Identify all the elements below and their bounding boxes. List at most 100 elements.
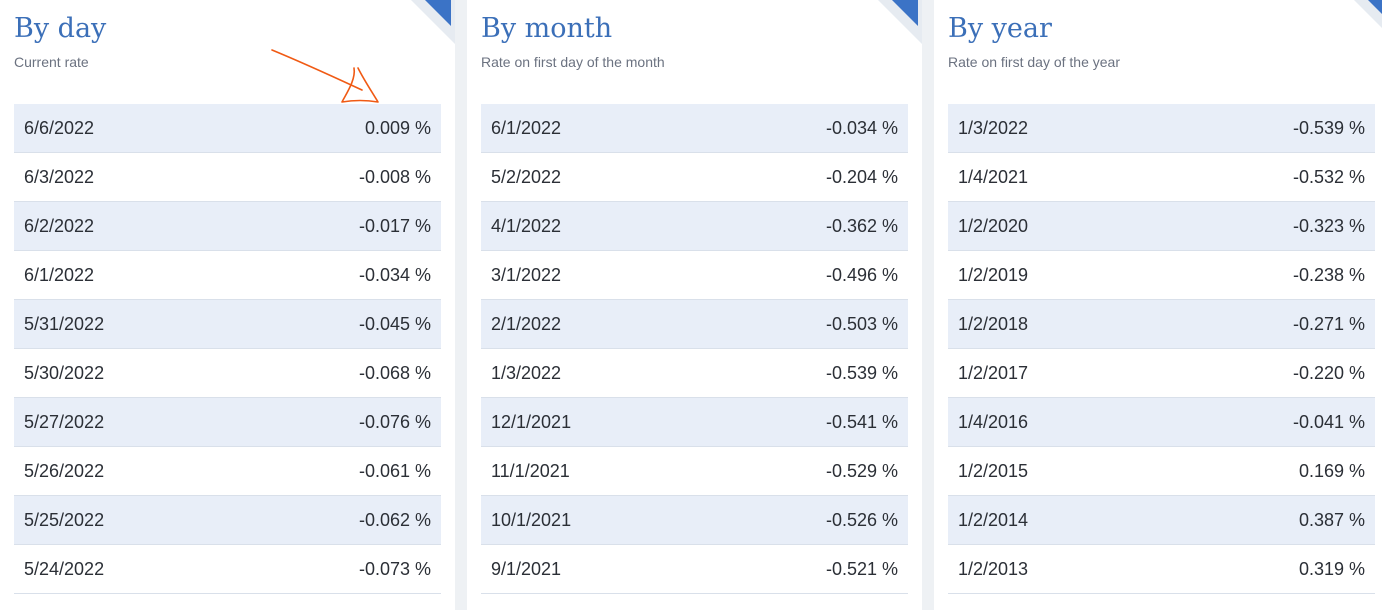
panel-by-month: By month Rate on first day of the month …: [467, 0, 922, 610]
table-row: 1/2/2015 0.169 %: [948, 447, 1375, 496]
table-row: 3/1/2022 -0.496 %: [481, 251, 908, 300]
row-rate: -0.496 %: [825, 264, 898, 285]
rate-table: 6/1/2022 -0.034 % 5/2/2022 -0.204 % 4/1/20…: [481, 104, 908, 594]
row-rate: -0.076 %: [358, 411, 431, 432]
corner-triangle-icon: [878, 0, 922, 44]
row-date: 5/2/2022: [491, 166, 562, 187]
row-rate: -0.238 %: [1292, 264, 1365, 285]
row-rate: -0.521 %: [825, 558, 898, 579]
table-row: 1/2/2020 -0.323 %: [948, 202, 1375, 251]
row-rate: -0.220 %: [1292, 362, 1365, 383]
row-date: 6/6/2022: [24, 117, 95, 138]
panel-by-year: By year Rate on first day of the year 1/…: [934, 0, 1382, 610]
row-date: 1/2/2018: [958, 313, 1029, 334]
row-date: 4/1/2022: [491, 215, 562, 236]
table-row: 5/24/2022 -0.073 %: [14, 545, 441, 594]
panel-by-day: By day Current rate 6/6/2022 0.009 % 6/3/…: [0, 0, 455, 610]
table-row: 1/4/2021 -0.532 %: [948, 153, 1375, 202]
panel-title: By year: [948, 13, 1052, 44]
panel-subtitle: Rate on first day of the year: [948, 54, 1120, 70]
row-date: 11/1/2021: [491, 460, 570, 481]
row-rate: -0.061 %: [358, 460, 431, 481]
row-rate: -0.529 %: [825, 460, 898, 481]
row-date: 5/27/2022: [24, 411, 105, 432]
row-date: 1/2/2019: [958, 264, 1029, 285]
row-date: 2/1/2022: [491, 313, 562, 334]
row-rate: -0.204 %: [825, 166, 898, 187]
table-row: 1/2/2013 0.319 %: [948, 545, 1375, 594]
table-row: 9/1/2021 -0.521 %: [481, 545, 908, 594]
row-rate: -0.541 %: [825, 411, 898, 432]
row-date: 5/24/2022: [24, 558, 105, 579]
panel-subtitle: Current rate: [14, 54, 89, 70]
table-row: 5/2/2022 -0.204 %: [481, 153, 908, 202]
row-rate: -0.045 %: [358, 313, 431, 334]
row-rate: -0.041 %: [1292, 411, 1365, 432]
row-date: 1/2/2013: [958, 558, 1029, 579]
row-rate: 0.387 %: [1298, 509, 1365, 530]
row-date: 1/2/2020: [958, 215, 1029, 236]
hand-drawn-arrow-icon: [271, 49, 379, 103]
table-row: 1/4/2016 -0.041 %: [948, 398, 1375, 447]
row-date: 6/1/2022: [491, 117, 562, 138]
table-row: 10/1/2021 -0.526 %: [481, 496, 908, 545]
row-rate: -0.323 %: [1292, 215, 1365, 236]
row-date: 6/2/2022: [24, 215, 95, 236]
row-rate: -0.073 %: [358, 558, 431, 579]
table-row: 1/3/2022 -0.539 %: [481, 349, 908, 398]
row-rate: -0.532 %: [1292, 166, 1365, 187]
table-row: 5/30/2022 -0.068 %: [14, 349, 441, 398]
table-row: 6/2/2022 -0.017 %: [14, 202, 441, 251]
row-date: 3/1/2022: [491, 264, 562, 285]
table-row: 1/2/2014 0.387 %: [948, 496, 1375, 545]
rate-table: 1/3/2022 -0.539 % 1/4/2021 -0.532 % 1/2/20…: [948, 104, 1375, 594]
row-rate: -0.271 %: [1292, 313, 1365, 334]
row-rate: -0.539 %: [825, 362, 898, 383]
table-row: 11/1/2021 -0.529 %: [481, 447, 908, 496]
row-date: 1/4/2021: [958, 166, 1029, 187]
row-date: 6/1/2022: [24, 264, 95, 285]
row-rate: -0.068 %: [358, 362, 431, 383]
row-date: 5/31/2022: [24, 313, 105, 334]
row-rate: 0.319 %: [1298, 558, 1365, 579]
row-date: 1/2/2017: [958, 362, 1029, 383]
row-rate: 0.169 %: [1298, 460, 1365, 481]
table-row: 6/1/2022 -0.034 %: [14, 251, 441, 300]
row-rate: -0.062 %: [358, 509, 431, 530]
row-date: 5/25/2022: [24, 509, 105, 530]
table-row: 5/27/2022 -0.076 %: [14, 398, 441, 447]
rate-table: 6/6/2022 0.009 % 6/3/2022 -0.008 % 6/2/202…: [14, 104, 441, 594]
corner-triangle-icon: [1338, 0, 1382, 44]
table-row: 1/2/2018 -0.271 %: [948, 300, 1375, 349]
table-row: 6/6/2022 0.009 %: [14, 104, 441, 153]
table-row: 5/26/2022 -0.061 %: [14, 447, 441, 496]
table-row: 1/2/2019 -0.238 %: [948, 251, 1375, 300]
table-row: 2/1/2022 -0.503 %: [481, 300, 908, 349]
row-rate: -0.017 %: [358, 215, 431, 236]
row-rate: 0.009 %: [364, 117, 431, 138]
table-row: 12/1/2021 -0.541 %: [481, 398, 908, 447]
row-date: 6/3/2022: [24, 166, 95, 187]
row-date: 1/2/2014: [958, 509, 1029, 530]
panel-title: By month: [481, 13, 613, 44]
table-row: 6/3/2022 -0.008 %: [14, 153, 441, 202]
corner-triangle-icon: [411, 0, 455, 44]
table-row: 4/1/2022 -0.362 %: [481, 202, 908, 251]
row-rate: -0.503 %: [825, 313, 898, 334]
row-rate: -0.362 %: [825, 215, 898, 236]
table-row: 1/2/2017 -0.220 %: [948, 349, 1375, 398]
row-date: 12/1/2021: [491, 411, 572, 432]
table-row: 5/25/2022 -0.062 %: [14, 496, 441, 545]
row-date: 1/3/2022: [491, 362, 562, 383]
table-row: 5/31/2022 -0.045 %: [14, 300, 441, 349]
row-date: 1/4/2016: [958, 411, 1029, 432]
panel-title: By day: [14, 13, 107, 44]
row-date: 1/2/2015: [958, 460, 1029, 481]
table-row: 1/3/2022 -0.539 %: [948, 104, 1375, 153]
row-date: 10/1/2021: [491, 509, 572, 530]
row-rate: -0.539 %: [1292, 117, 1365, 138]
row-rate: -0.526 %: [825, 509, 898, 530]
row-date: 5/30/2022: [24, 362, 105, 383]
row-rate: -0.008 %: [358, 166, 431, 187]
